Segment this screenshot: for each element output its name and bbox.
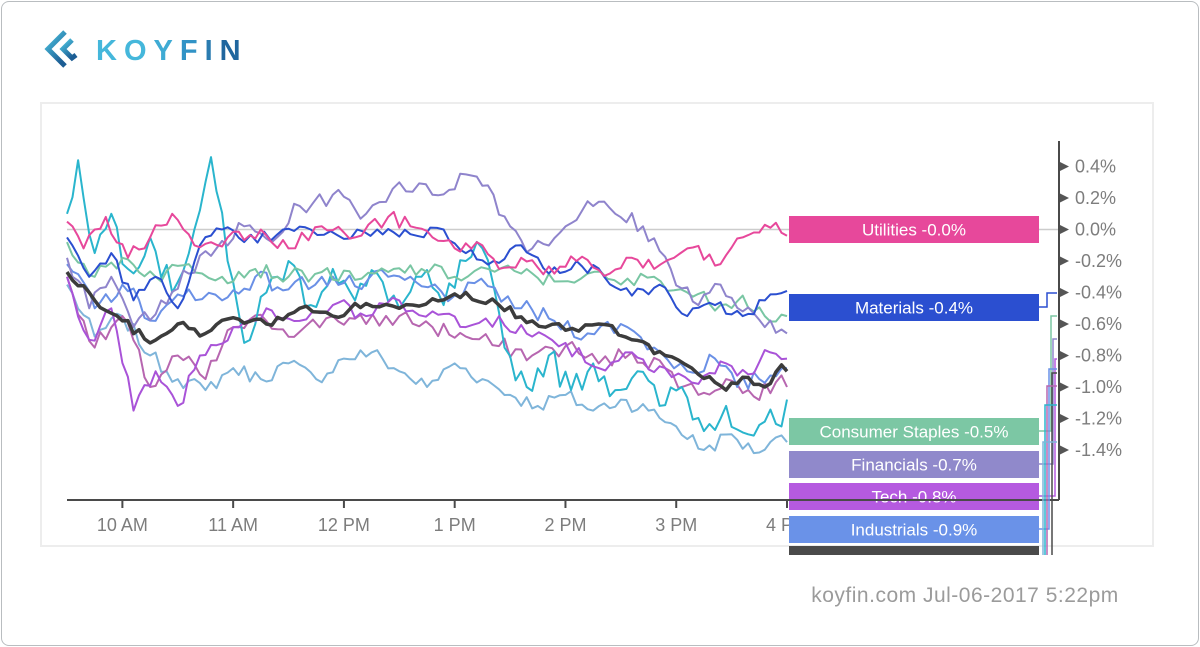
y-tick-label: -1.4% — [1075, 440, 1122, 460]
sector-label-box — [789, 516, 1039, 543]
x-tick-label: 3 PM — [655, 515, 697, 535]
callout-connector — [1039, 358, 1057, 497]
sector-label-text: Tech -0.8% — [871, 488, 956, 507]
koyfin-logo-icon — [42, 28, 82, 74]
logo-letter: K — [96, 35, 124, 67]
sector-label-box — [789, 216, 1039, 243]
callout-connector — [1044, 404, 1057, 555]
logo-letter: N — [219, 35, 248, 67]
y-tick-arrow — [1060, 256, 1069, 266]
sector-label-box — [789, 546, 1039, 555]
y-tick-arrow — [1060, 193, 1069, 203]
y-tick-arrow — [1060, 351, 1069, 360]
sector-label-box — [789, 418, 1039, 445]
logo-letter: F — [179, 35, 205, 67]
callout-connector — [1039, 368, 1057, 530]
series-line-utilities — [66, 210, 788, 277]
y-tick-label: -0.8% — [1075, 346, 1122, 366]
series-line-financials — [66, 172, 788, 335]
sector-label-text: Materials -0.4% — [855, 299, 973, 318]
y-tick-arrow — [1060, 414, 1069, 423]
y-tick-label: 0.4% — [1075, 157, 1116, 177]
x-tick-label: 11 AM — [208, 515, 258, 535]
series-line-industrials — [66, 263, 788, 390]
y-tick-arrow — [1060, 288, 1069, 297]
y-tick-label: -0.2% — [1075, 251, 1122, 271]
y-tick-label: -1.0% — [1075, 377, 1122, 397]
callout-connector — [1051, 372, 1057, 555]
y-tick-arrow — [1060, 445, 1069, 455]
y-tick-label: -0.6% — [1075, 314, 1122, 334]
logo-letter: O — [123, 35, 154, 67]
y-tick-arrow — [1060, 319, 1069, 329]
sector-label-text: Financials -0.7% — [851, 456, 977, 475]
x-tick-label: 10 AM — [97, 515, 148, 535]
x-tick-label: 1 PM — [434, 515, 476, 535]
callout-connector — [1042, 441, 1057, 555]
series-line-tech — [66, 276, 788, 412]
y-tick-label: 0.0% — [1075, 220, 1116, 240]
y-tick-label: -0.4% — [1075, 283, 1122, 303]
x-tick-label: 2 PM — [544, 515, 586, 535]
sector-label-text: Industrials -0.9% — [851, 521, 978, 540]
series-line-materials — [66, 225, 788, 318]
sector-label-box — [789, 294, 1039, 321]
koyfin-logo: KOYFIN — [42, 28, 248, 74]
series-line-dark-index-line — [65, 271, 789, 392]
series-line-cyan-sector — [66, 156, 788, 437]
logo-letter: I — [204, 35, 220, 67]
sector-label-box — [789, 483, 1039, 510]
y-tick-label: -1.2% — [1075, 409, 1122, 429]
sector-label-text: Consumer Staples -0.5% — [820, 423, 1009, 442]
x-tick-label: 12 PM — [318, 515, 370, 535]
y-tick-arrow — [1060, 382, 1069, 392]
sector-label-text: Utilities -0.0% — [862, 221, 966, 240]
callout-connector — [1039, 292, 1057, 308]
chart-attribution: koyfin.com Jul-06-2017 5:22pm — [811, 584, 1119, 607]
series-line-orchid-sector — [66, 276, 788, 401]
callout-connector — [1046, 385, 1057, 555]
y-tick-arrow — [1060, 225, 1069, 234]
y-tick-label: 0.2% — [1075, 188, 1116, 208]
y-tick-arrow — [1060, 162, 1069, 171]
koyfin-logo-wordmark: KOYFIN — [96, 31, 248, 71]
sector-label-box — [789, 451, 1039, 478]
logo-letter: Y — [153, 35, 180, 67]
series-line-consumer-staples — [66, 241, 788, 323]
callout-connector — [1039, 338, 1057, 465]
